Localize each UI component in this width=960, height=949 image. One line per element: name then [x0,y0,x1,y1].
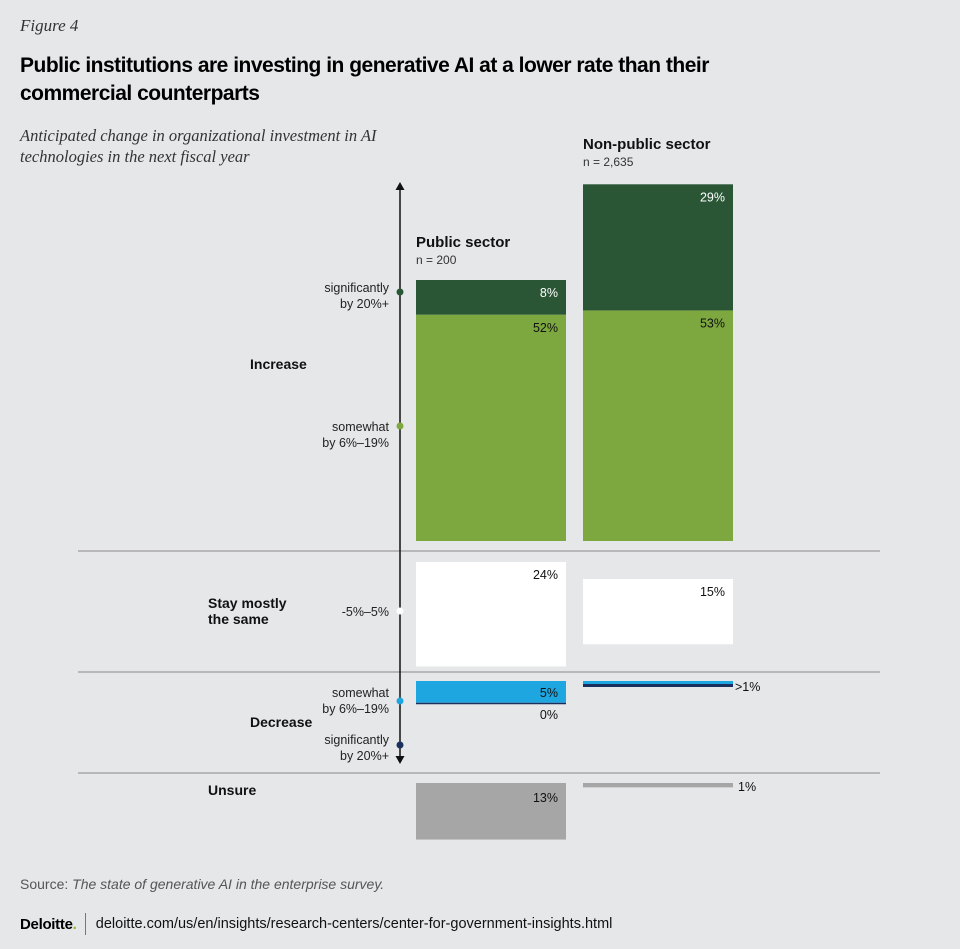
group-label-same-2: the same [208,611,269,627]
tick-label-some-inc-2: by 6%–19% [322,436,389,450]
footer-divider [84,913,86,935]
data-label-nonpublic-same: 15% [700,585,725,599]
group-label-increase: Increase [250,356,307,372]
deloitte-logo: Deloitte [20,915,73,933]
data-label-nonpublic-dec: >1% [735,680,760,694]
source-title: The state of generative AI in the enterp… [72,876,385,892]
data-label-public-inc-some: 52% [533,321,558,335]
tick-label-same: -5%–5% [342,605,389,619]
bar-public-increase-significantly [416,280,566,315]
marker-stay-same [396,607,404,615]
bar-nonpublic-decrease-somewhat [583,681,733,684]
series-n-public: n = 200 [416,253,457,267]
bar-public-increase-somewhat [416,314,566,541]
stacked-bar-chart: significantly by 20%+ somewhat by 6%–19%… [78,136,880,840]
axis-arrow-up-icon [395,182,405,190]
bar-nonpublic-increase-somewhat [583,310,733,541]
tick-label-some-inc-1: somewhat [332,420,389,434]
series-name-nonpublic: Non-public sector [583,136,711,153]
bar-public-decrease-somewhat [416,681,566,703]
marker-significant-increase [396,288,404,296]
data-label-public-inc-sig: 8% [540,286,558,300]
bar-public-unsure [416,783,566,840]
bar-nonpublic-increase-significantly [583,184,733,311]
bar-nonpublic-same [583,579,733,645]
tick-label-some-dec-1: somewhat [332,686,389,700]
bar-public-same [416,562,566,667]
data-label-nonpublic-unsure: 1% [738,780,756,794]
bars-layer: 8% 52% 24% 5% 0% 13% 29% 53% 15% >1% 1% [416,184,760,840]
tick-label-some-dec-2: by 6%–19% [322,702,389,716]
data-label-public-same: 24% [533,568,558,582]
data-label-nonpublic-inc-some: 53% [700,316,725,330]
source-prefix: Source: [20,876,73,892]
bar-public-decrease-significantly [416,702,566,705]
axis-arrow-down-icon [395,756,405,764]
footer: Deloitte. deloitte.com/us/en/insights/re… [20,913,612,935]
marker-significant-decrease [396,741,404,749]
data-label-public-dec-some: 5% [540,686,558,700]
source-note: Source: The state of generative AI in th… [20,876,384,892]
data-label-nonpublic-inc-sig: 29% [700,190,725,204]
group-label-decrease: Decrease [250,714,312,730]
data-label-public-dec-sig: 0% [540,708,558,722]
series-name-public: Public sector [416,234,510,251]
chart-title: Public institutions are investing in gen… [20,54,709,105]
bar-nonpublic-unsure [583,783,733,788]
data-label-public-unsure: 13% [533,791,558,805]
marker-somewhat-decrease [396,697,404,705]
tick-label-sig-dec-2: by 20%+ [340,749,389,763]
tick-label-sig-dec-1: significantly [324,733,389,747]
group-label-same-1: Stay mostly [208,595,287,611]
series-n-nonpublic: n = 2,635 [583,155,634,169]
chart-subtitle: Anticipated change in organizational inv… [20,126,377,166]
tick-label-sig-inc-1: significantly [324,281,389,295]
figure-label: Figure 4 [20,16,79,35]
tick-label-sig-inc-2: by 20%+ [340,297,389,311]
marker-somewhat-increase [396,422,404,430]
deloitte-logo-dot: . [72,915,77,933]
group-label-unsure: Unsure [208,782,256,798]
bar-nonpublic-decrease-significantly [583,684,733,687]
footer-url[interactable]: deloitte.com/us/en/insights/research-cen… [95,916,613,932]
